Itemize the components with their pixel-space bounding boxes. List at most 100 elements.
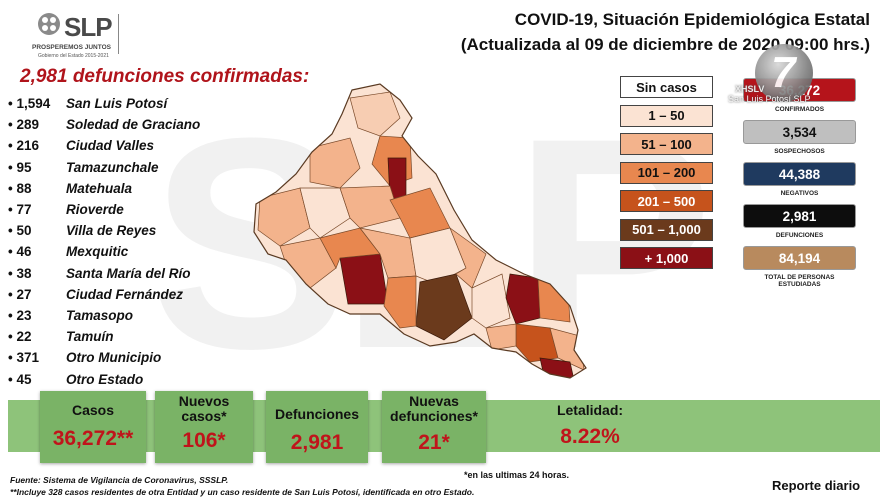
municipality-name: Santa María del Río [66, 265, 191, 281]
slp-emblem-icon [38, 13, 60, 35]
government-logo: SLP PROSPEREMOS JUNTOS Gobierno del Esta… [30, 8, 125, 63]
confirmed-label: CONFIRMADOS [774, 106, 825, 113]
death-count: 289 [8, 117, 64, 132]
stats-panel: 36,272 CONFIRMADOS 3,534 SOSPECHOSOS 44,… [743, 78, 856, 288]
legend-item: 51 – 100 [620, 133, 713, 155]
map-region [383, 275, 417, 329]
source-note: Fuente: Sistema de Vigilancia de Coronav… [10, 475, 229, 485]
new-deaths-value: 21* [418, 431, 450, 454]
cases-value: 36,272** [52, 427, 134, 450]
municipality-name: Mexquitic [66, 244, 129, 260]
deaths-value: 2,981 [743, 204, 856, 228]
cases-card: Casos 36,272** [40, 391, 146, 463]
deaths-heading: 2,981 defunciones confirmadas: [20, 66, 310, 87]
death-count: 371 [8, 350, 64, 365]
death-count: 22 [8, 329, 64, 344]
legend-item: + 1,000 [620, 247, 713, 269]
municipality-name: Tamazunchale [66, 159, 159, 175]
map-region [471, 273, 511, 329]
total-studied-value: 84,194 [743, 246, 856, 270]
municipality-name: Rioverde [66, 202, 124, 218]
lethality-card: Letalidad: 8.22% [500, 391, 680, 463]
map-legend: Sin casos 1 – 50 51 – 100 101 – 200 201 … [620, 76, 713, 276]
negative-value: 44,388 [743, 162, 856, 186]
death-count: 38 [8, 266, 64, 281]
municipality-name: San Luis Potosí [66, 96, 168, 112]
map-region [415, 273, 473, 341]
map-region [319, 227, 381, 269]
map-region [299, 187, 351, 239]
municipality-name: Ciudad Fernández [66, 286, 184, 302]
channel-callsign: XHSLV [735, 84, 765, 94]
logo-subtitle: Gobierno del Estado 2015-2021 [38, 53, 109, 59]
channel-seven-icon: 7 [771, 48, 796, 97]
legend-item: 201 – 500 [620, 190, 713, 212]
municipality-name: Villa de Reyes [66, 223, 157, 239]
municipality-name: Soledad de Graciano [66, 117, 201, 133]
map-region [339, 253, 389, 305]
new-deaths-card: Nuevas defunciones* 21* [382, 391, 486, 463]
cases-label: Casos [71, 402, 115, 418]
last-24h-note: *en las ultimas 24 horas. [464, 470, 570, 480]
logo-divider [118, 14, 119, 54]
daily-report-label: Reporte diario [772, 478, 861, 493]
death-count: 77 [8, 202, 64, 217]
legend-item: 501 – 1,000 [620, 218, 713, 241]
map-region [349, 91, 401, 137]
map-region [485, 323, 517, 351]
municipality-name: Tamasopo [66, 307, 134, 323]
municipality-name: Matehuala [66, 180, 133, 196]
deaths-card-value: 2,981 [290, 431, 344, 454]
suspected-value: 3,534 [743, 120, 856, 144]
municipality-name: Otro Municipio [66, 350, 162, 366]
suspected-label: SOSPECHOSOS [774, 148, 825, 155]
death-count: 50 [8, 223, 64, 238]
deaths-card: Defunciones 2,981 [266, 391, 368, 463]
new-deaths-label: Nuevas defunciones* [390, 393, 478, 424]
new-cases-card: Nuevos casos* 106* [155, 391, 253, 463]
lethality-label: Letalidad: [556, 402, 624, 418]
municipality-name: Otro Estado [66, 371, 144, 387]
death-count: 23 [8, 308, 64, 323]
page-title: COVID-19, Situación Epidemiológica Estat… [514, 10, 870, 29]
footnote: **Incluye 328 casos residentes de otra E… [10, 487, 475, 497]
new-cases-label: Nuevos casos* [178, 393, 230, 424]
channel-logo: 7 [755, 44, 813, 102]
lethality-value: 8.22% [560, 425, 620, 448]
death-count: 46 [8, 244, 64, 259]
deaths-label: DEFUNCIONES [775, 232, 824, 239]
death-count: 45 [8, 372, 64, 387]
legend-item: Sin casos [620, 76, 713, 98]
legend-item: 101 – 200 [620, 161, 713, 184]
municipality-name: Tamuín [66, 329, 114, 345]
map-region [339, 185, 401, 229]
state-outline [253, 83, 587, 379]
death-count: 27 [8, 287, 64, 302]
death-count: 88 [8, 181, 64, 196]
map-region [449, 227, 487, 289]
deaths-card-label: Defunciones [274, 406, 359, 422]
map-region [257, 187, 311, 247]
death-count: 1,594 [8, 96, 64, 111]
state-choropleth-map [253, 83, 587, 379]
death-count: 95 [8, 160, 64, 175]
negative-label: NEGATIVOS [780, 190, 819, 197]
legend-item: 1 – 50 [620, 104, 713, 127]
logo-text: SLP [64, 12, 113, 42]
death-count: 216 [8, 138, 64, 153]
total-studied-label: TOTAL DE PERSONAS ESTUDIADAS [764, 274, 835, 288]
